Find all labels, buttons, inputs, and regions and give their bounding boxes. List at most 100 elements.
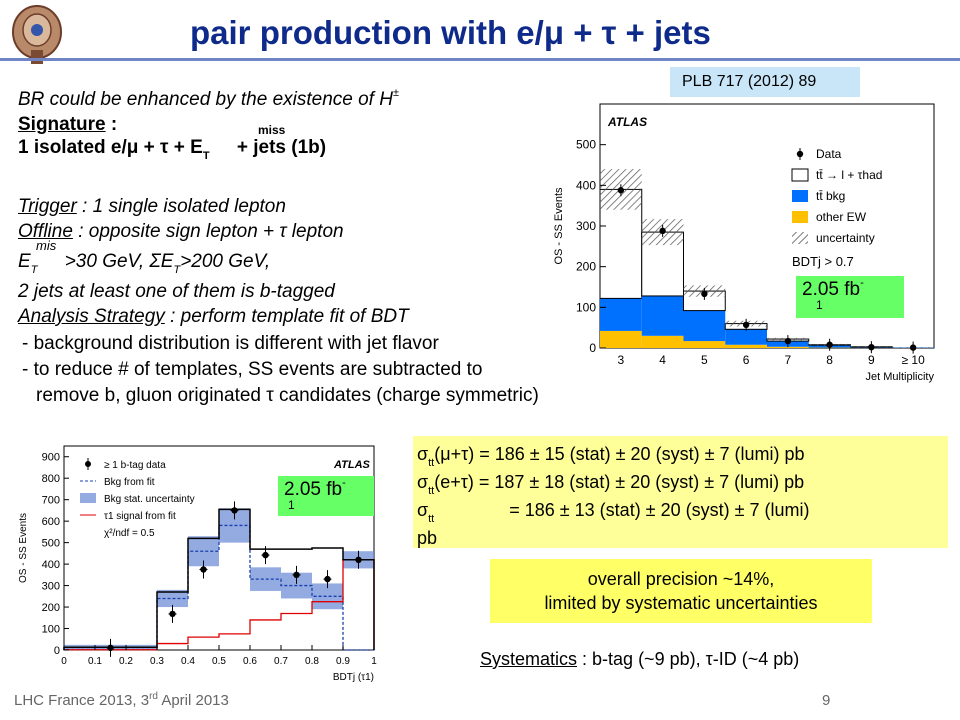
offline-line: Offline : opposite sign lepton + τ lepto… <box>18 221 344 242</box>
x-axis-label: Jet Multiplicity <box>866 371 935 383</box>
x-tick-label: 0.4 <box>181 656 195 667</box>
atlas-label: ATLAS <box>607 115 647 129</box>
y-tick-label: 0 <box>54 645 60 657</box>
y-tick-label: 100 <box>576 300 596 314</box>
x-tick-label: 0.8 <box>305 656 319 667</box>
x-tick-label: 5 <box>701 353 708 367</box>
legend-label: ≥ 1 b-tag data <box>104 460 166 471</box>
data-point <box>200 566 207 573</box>
results-box: σtt(μ+τ) = 186 ± 15 (stat) ± 20 (syst) ±… <box>413 436 948 548</box>
trigger-line: Trigger : 1 single isolated lepton <box>18 196 286 217</box>
legend-label: other EW <box>816 210 867 224</box>
y-tick-label: 400 <box>42 559 60 571</box>
atlas-label: ATLAS <box>333 459 371 471</box>
bullet-1: - background distribution is different w… <box>22 333 439 354</box>
other-ew-bar <box>767 346 809 348</box>
cut-label: BDTj > 0.7 <box>792 254 854 269</box>
legend-swatch-other-ew <box>792 211 808 223</box>
met-miss: mis <box>36 238 57 253</box>
data-point <box>826 341 833 348</box>
data-point <box>617 187 625 194</box>
data-point <box>324 575 331 583</box>
x-tick-label: 1 <box>371 656 377 667</box>
y-tick-label: 300 <box>42 581 60 593</box>
y-tick-label: 800 <box>42 473 60 485</box>
y-tick-label: 500 <box>42 538 60 550</box>
x-tick-label: 0.3 <box>150 656 164 667</box>
x-axis-label: BDTj (τ1) <box>333 672 374 683</box>
jets-line: 2 jets at least one of them is b-tagged <box>18 281 335 302</box>
data-point <box>107 644 114 652</box>
systematics-line: Systematics : b-tag (~9 pb), τ-ID (~4 pb… <box>480 649 800 669</box>
other-ew-bar <box>725 344 767 348</box>
y-axis-label: OS - SS Events <box>553 187 565 265</box>
bdt-chart: 0 100 200 300 400 500 600 700 800 900 0 0.1 0.2 0.3 0.… <box>14 440 384 690</box>
data-point <box>701 290 708 298</box>
y-axis-label: OS - SS Events <box>18 513 29 583</box>
y-tick-label: 600 <box>42 516 60 528</box>
bkg-uncertainty-band <box>250 567 281 591</box>
legend-swatch-uncertainty <box>792 232 808 244</box>
legend-label: tt̄ bkg <box>816 189 845 203</box>
lumi-label-bottom: 2.05 fb- 1 <box>278 476 374 516</box>
x-tick-label: 0.7 <box>274 656 288 667</box>
data-point <box>909 344 917 351</box>
x-tick-label: 4 <box>659 353 666 367</box>
legend-label: Bkg stat. uncertainty <box>104 494 195 505</box>
x-tick-label: 0.6 <box>243 656 257 667</box>
y-tick-label: 200 <box>42 602 60 614</box>
header-divider <box>0 58 960 61</box>
x-tick-label: 9 <box>868 353 875 367</box>
x-tick-label: 0.2 <box>119 656 133 667</box>
result-e-tau: σtt(e+τ) = 187 ± 18 (stat) ± 20 (syst) ±… <box>417 472 805 497</box>
legend-swatch-ttbar-bkg <box>792 190 808 202</box>
jet-multiplicity-chart: 3 4 5 6 7 8 9 ≥ 10 0 100 200 300 400 500 OS - SS Event… <box>548 98 950 386</box>
data-point <box>293 571 300 579</box>
page-number: 9 <box>822 692 831 709</box>
x-tick-label: 0 <box>61 656 67 667</box>
legend-swatch-signal <box>791 168 809 182</box>
result-combined: σtt = 186 ± 13 (stat) ± 20 (syst) ± 7 (l… <box>417 500 810 525</box>
precision-box: overall precision ~14%, limited by syste… <box>490 559 872 623</box>
x-tick-label: 7 <box>785 353 792 367</box>
ttbar-bkg-bar <box>641 295 684 336</box>
data-point <box>659 227 666 235</box>
legend-label: Bkg from fit <box>104 477 155 488</box>
legend-swatch-uncertainty <box>80 493 96 503</box>
y-tick-label: 200 <box>576 260 596 274</box>
x-tick-label: ≥ 10 <box>901 353 925 367</box>
y-tick-label: 0 <box>589 341 596 355</box>
lumi-label-top: 2.05 fb- 1 <box>796 276 904 318</box>
x-tick-label: 0.9 <box>336 656 350 667</box>
x-tick-label: 8 <box>826 353 833 367</box>
y-tick-label: 700 <box>42 495 60 507</box>
x-tick-label: 0.1 <box>88 656 102 667</box>
legend-label: Data <box>816 147 842 161</box>
result-combined-unit: pb <box>417 528 438 548</box>
data-point <box>262 551 269 559</box>
total-fit-line <box>63 508 375 650</box>
data-point <box>355 556 362 564</box>
br-line: BR could be enhanced by the existence of… <box>18 87 400 110</box>
met-line: ET >30 GeV, ΣET>200 GeV, <box>18 251 271 276</box>
other-ew-bar <box>600 330 642 348</box>
ttbar-bkg-bar <box>683 310 726 342</box>
ttbar-bkg-bar <box>600 298 642 331</box>
x-tick-label: 0.5 <box>212 656 226 667</box>
x-tick-label: 3 <box>618 353 625 367</box>
chi2-label: χ²/ndf = 0.5 <box>104 528 155 539</box>
bullet-3: remove b, gluon originated τ candidates … <box>36 385 539 406</box>
precision-line-1: overall precision ~14%, <box>587 569 775 589</box>
data-point <box>231 507 238 514</box>
y-tick-label: 500 <box>576 138 596 152</box>
footer-event: LHC France 2013, 3rd April 2013 <box>14 691 229 709</box>
slide-title: pair production with e/μ + τ + jets <box>190 14 711 51</box>
y-tick-label: 100 <box>42 624 60 636</box>
legend-label: tt̄ → l + τhad <box>816 168 882 182</box>
other-ew-bar <box>683 341 726 348</box>
reference-box: PLB 717 (2012) 89 <box>670 67 860 97</box>
signature-label-line: Signature : <box>18 114 118 135</box>
y-tick-label: 900 <box>42 452 60 464</box>
legend-label: τ1 signal from fit <box>104 511 176 522</box>
x-tick-label: 6 <box>743 353 750 367</box>
